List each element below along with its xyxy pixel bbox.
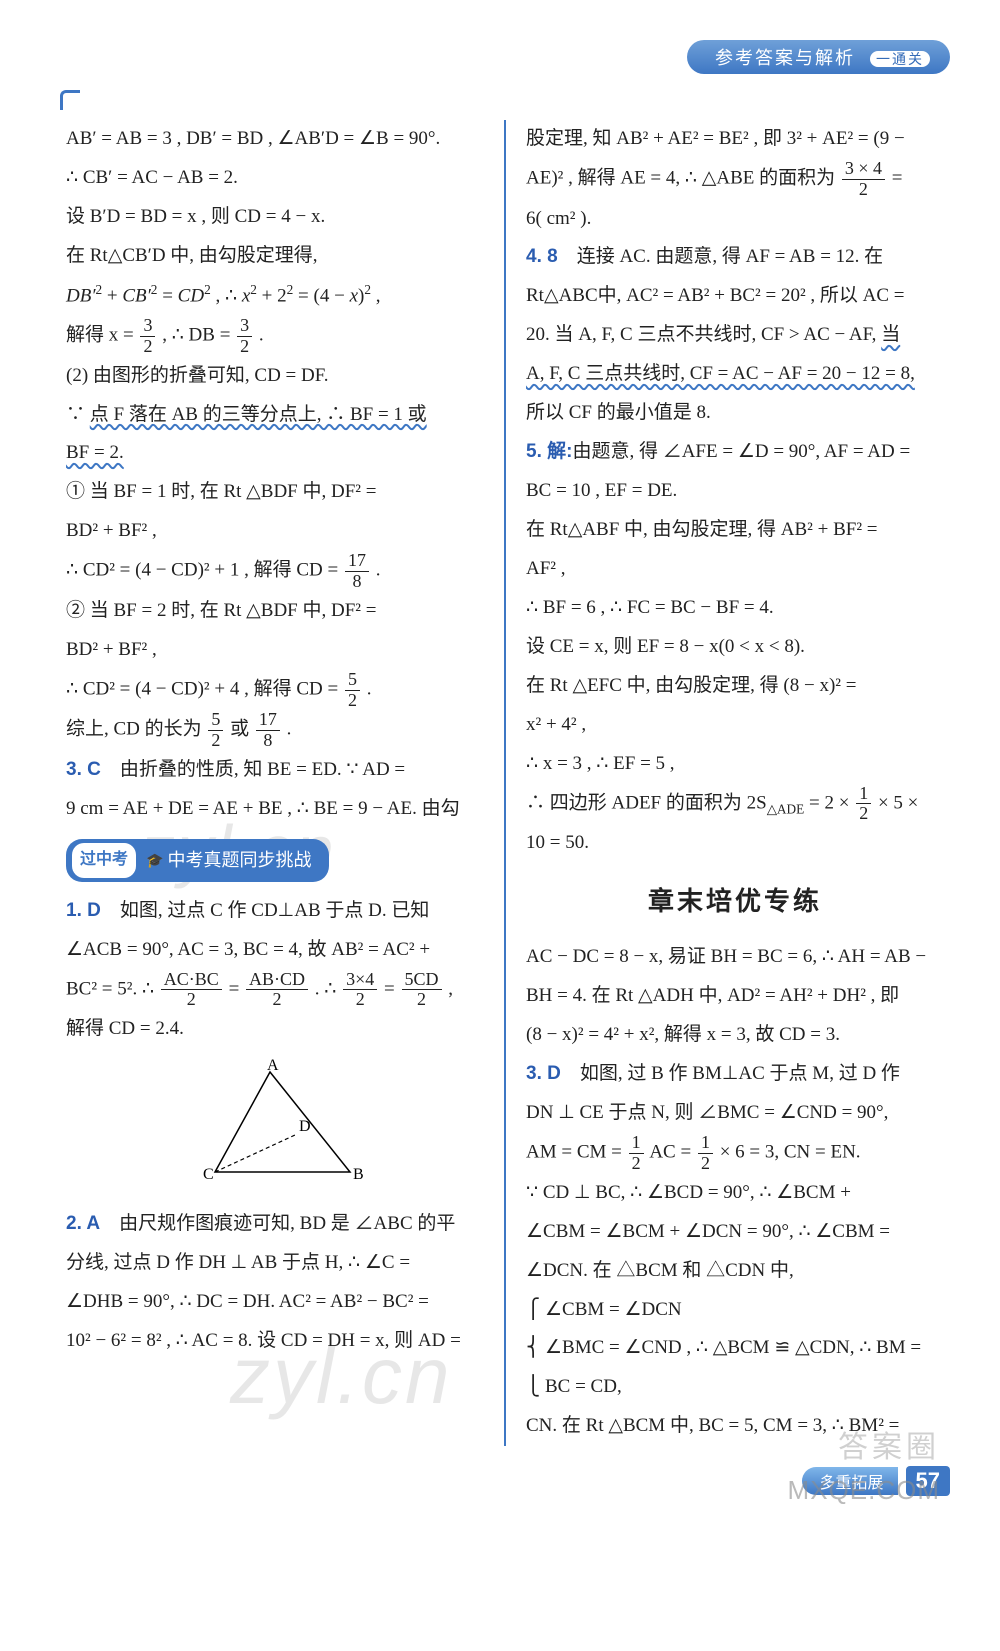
cap-icon: 🎓 [146,846,163,875]
math-line: 9 cm = AE + DE = AE + BE , ∴ BE = 9 − AE… [66,790,484,829]
math-line: BD² + BF² , [66,512,484,551]
fraction: 5CD2 [402,970,442,1011]
fraction: 32 [140,316,155,357]
math-line: BC² = 5². ∴ AC·BC2 = AB·CD2 . ∴ 3×42 = 5… [66,970,484,1011]
svg-text:A: A [267,1057,279,1074]
fraction: AB·CD2 [246,970,308,1011]
footer-label: 多重拓展 [802,1467,898,1495]
svg-text:C: C [203,1166,214,1183]
math-line: ∴ BF = 6 , ∴ FC = BC − BF = 4. [526,589,944,628]
math-line: ∴ CB′ = AC − AB = 2. [66,159,484,198]
badge-label: 过中考 [72,843,136,878]
math-line: BH = 4. 在 Rt △ADH 中, AD² = AH² + DH² , 即 [526,977,944,1016]
math-line: CN. 在 Rt △BCM 中, BC = 5, CM = 3, ∴ BM² = [526,1407,944,1446]
answer-line: 2. A 由尺规作图痕迹可知, BD 是 ∠ABC 的平 [66,1205,484,1244]
triangle-diagram: A B C D [175,1057,375,1197]
math-line: (8 − x)² = 4² + x², 解得 x = 3, 故 CD = 3. [526,1016,944,1055]
answer-line: 3. D 如图, 过 B 作 BM⊥AC 于点 M, 过 D 作 [526,1055,944,1094]
math-line: ∠ACB = 90°, AC = 3, BC = 4, 故 AB² = AC² … [66,931,484,970]
math-line: ∵ 点 F 落在 AB 的三等分点上, ∴ BF = 1 或 [66,396,484,435]
math-line: 在 Rt△CB′D 中, 由勾股定理得, [66,237,484,276]
fraction: 3×42 [343,970,377,1011]
header-title: 参考答案与解析 [715,48,855,68]
math-line: DN ⊥ CE 于点 N, 则 ∠BMC = ∠CND = 90°, [526,1094,944,1133]
fraction: 32 [237,316,252,357]
math-line: A, F, C 三点共线时, CF = AC − AF = 20 − 12 = … [526,355,944,394]
math-line: (2) 由图形的折叠可知, CD = DF. [66,357,484,396]
left-column: AB′ = AB = 3 , DB′ = BD , ∠AB′D = ∠B = 9… [60,120,490,1446]
math-line: ⎨ ∠BMC = ∠CND , ∴ △BCM ≌ △CDN, ∴ BM = [526,1329,944,1368]
math-line: BC = 10 , EF = DE. [526,472,944,511]
math-line: ∴ 四边形 ADEF 的面积为 2S△ADE = 2 × 12 × 5 × [526,784,944,825]
math-line: AF² , [526,550,944,589]
math-line: 解得 CD = 2.4. [66,1010,484,1049]
math-line: 股定理, 知 AB² + AE² = BE² , 即 3² + AE² = (9… [526,120,944,159]
math-line: 综上, CD 的长为 52 或 178 . [66,710,484,751]
zhongkao-badge: 过中考 🎓 中考真题同步挑战 [66,839,329,882]
math-line: ⎩ BC = CD, [526,1368,944,1407]
fraction: 12 [629,1133,644,1174]
math-line: 20. 当 A, F, C 三点不共线时, CF > AC − AF, 当 [526,316,944,355]
math-line: ⎧ ∠CBM = ∠DCN [526,1291,944,1330]
badge-text: 中考真题同步挑战 [167,842,311,879]
math-line: AE)² , 解得 AE = 4, ∴ △ABE 的面积为 3 × 42 = [526,159,944,200]
math-line: ② 当 BF = 2 时, 在 Rt △BDF 中, DF² = [66,592,484,631]
svg-text:D: D [299,1118,311,1135]
corner-decoration [60,90,80,110]
page-number: 57 [906,1466,950,1496]
fraction: 52 [345,670,360,711]
fraction: 3 × 42 [842,159,885,200]
math-line: 设 B′D = BD = x , 则 CD = 4 − x. [66,198,484,237]
math-line: ① 当 BF = 1 时, 在 Rt △BDF 中, DF² = [66,473,484,512]
math-line: BF = 2. [66,434,484,473]
math-line: AC − DC = 8 − x, 易证 BH = BC = 6, ∴ AH = … [526,938,944,977]
right-column: 股定理, 知 AB² + AE² = BE² , 即 3² + AE² = (9… [520,120,950,1446]
math-line: ∵ CD ⊥ BC, ∴ ∠BCD = 90°, ∴ ∠BCM + [526,1174,944,1213]
wavy-text: 点 F 落在 AB 的三等分点上, ∴ BF = 1 或 [90,404,427,425]
math-line: 10² − 6² = 8² , ∴ AC = 8. 设 CD = DH = x,… [66,1322,484,1361]
math-line: ∴ CD² = (4 − CD)² + 4 , 解得 CD = 52 . [66,670,484,711]
answer-line: 4. 8 连接 AC. 由题意, 得 AF = AB = 12. 在 [526,238,944,277]
math-line: 解得 x = 32 , ∴ DB = 32 . [66,316,484,357]
answer-line: 1. D 如图, 过点 C 作 CD⊥AB 于点 D. 已知 [66,892,484,931]
math-line: 分线, 过点 D 作 DH ⊥ AB 于点 H, ∴ ∠C = [66,1244,484,1283]
math-line: ∠DHB = 90°, ∴ DC = DH. AC² = AB² − BC² = [66,1283,484,1322]
math-line: ∠CBM = ∠BCM + ∠DCN = 90°, ∴ ∠CBM = [526,1213,944,1252]
answer-line: 5. 解:由题意, 得 ∠AFE = ∠D = 90°, AF = AD = [526,433,944,472]
fraction: 178 [345,551,369,592]
math-line: 在 Rt△ABF 中, 由勾股定理, 得 AB² + BF² = [526,511,944,550]
header-tail: 一通关 [870,51,930,67]
math-line: DB′2 + CB′2 = CD2 , ∴ x2 + 22 = (4 − x)2… [66,276,484,316]
fraction: 12 [698,1133,713,1174]
fraction: 12 [856,784,871,825]
answer-line: 3. C 由折叠的性质, 知 BE = ED. ∵ AD = [66,751,484,790]
fraction: AC·BC2 [161,970,222,1011]
fraction: 178 [256,710,280,751]
math-line: 10 = 50. [526,824,944,863]
math-line: x² + 4² , [526,706,944,745]
math-line: ∴ x = 3 , ∴ EF = 5 , [526,745,944,784]
math-line: ∠DCN. 在 △BCM 和 △CDN 中, [526,1252,944,1291]
math-line: AB′ = AB = 3 , DB′ = BD , ∠AB′D = ∠B = 9… [66,120,484,159]
math-line: 在 Rt △EFC 中, 由勾股定理, 得 (8 − x)² = [526,667,944,706]
section-title: 章末培优专练 [526,875,944,928]
math-line: 设 CE = x, 则 EF = 8 − x(0 < x < 8). [526,628,944,667]
math-line: 6( cm² ). [526,200,944,239]
math-line: Rt△ABC中, AC² = AB² + BC² = 20² , 所以 AC = [526,277,944,316]
page-footer: 多重拓展 57 [60,1466,950,1496]
fraction: 52 [208,710,223,751]
svg-text:B: B [353,1166,364,1183]
header-badge: 参考答案与解析 一通关 [687,40,950,74]
column-divider [504,120,506,1446]
math-line: AM = CM = 12 AC = 12 × 6 = 3, CN = EN. [526,1133,944,1174]
math-line: 所以 CF 的最小值是 8. [526,394,944,433]
math-line: ∴ CD² = (4 − CD)² + 1 , 解得 CD = 178 . [66,551,484,592]
math-line: BD² + BF² , [66,631,484,670]
